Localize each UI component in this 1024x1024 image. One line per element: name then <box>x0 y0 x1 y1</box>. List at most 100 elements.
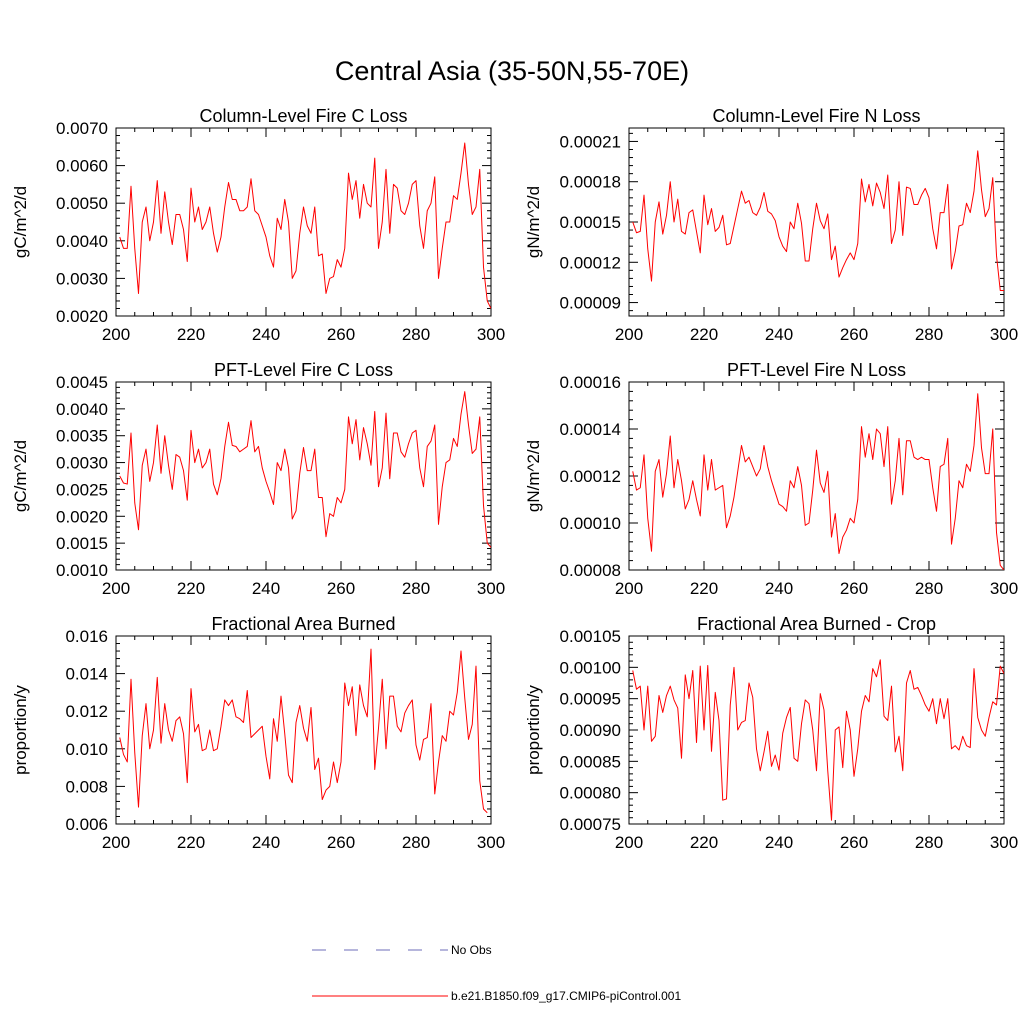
y-tick-label: 0.00009 <box>560 294 621 313</box>
x-tick-label: 280 <box>915 833 943 852</box>
x-tick-label: 260 <box>327 579 355 598</box>
x-tick-label: 240 <box>765 579 793 598</box>
y-tick-label: 0.00010 <box>560 514 621 533</box>
x-tick-label: 300 <box>990 325 1018 344</box>
y-tick-label: 0.00008 <box>560 561 621 580</box>
x-tick-label: 280 <box>915 325 943 344</box>
y-tick-label: 0.00012 <box>560 253 621 272</box>
series-line <box>119 391 491 548</box>
x-tick-label: 220 <box>690 579 718 598</box>
panel-title: Fractional Area Burned - Crop <box>697 614 936 634</box>
panel-4: PFT-Level Fire N Loss gN/m^2/d 200 220 240 26… <box>524 360 1018 598</box>
y-tick-label: 0.00105 <box>560 627 621 646</box>
x-tick-label: 220 <box>690 325 718 344</box>
x-tick-label: 220 <box>690 833 718 852</box>
y-tick-label: 0.0015 <box>56 534 108 553</box>
y-tick-label: 0.00015 <box>560 213 621 232</box>
legend: No Obs b.e21.B1850.f09_g17.CMIP6-piContr… <box>312 943 681 1003</box>
y-tick-label: 0.0010 <box>56 561 108 580</box>
y-tick-label: 0.0045 <box>56 373 108 392</box>
panel-6: Fractional Area Burned - Crop proportion/… <box>524 614 1018 852</box>
y-tick-label: 0.0070 <box>56 119 108 138</box>
y-tick-label: 0.0025 <box>56 480 108 499</box>
y-tick-label: 0.00085 <box>560 752 621 771</box>
y-tick-label: 0.010 <box>65 740 108 759</box>
panel-title: PFT-Level Fire N Loss <box>727 360 906 380</box>
plot-frame <box>628 127 1005 317</box>
x-tick-label: 280 <box>402 579 430 598</box>
panel-title: Fractional Area Burned <box>211 614 395 634</box>
plot-frame <box>115 635 492 825</box>
x-tick-label: 200 <box>102 325 130 344</box>
panel-5: Fractional Area Burned proportion/y 200 220… <box>11 614 505 852</box>
y-tick-label: 0.00012 <box>560 467 621 486</box>
y-tick-label: 0.0020 <box>56 507 108 526</box>
x-tick-label: 240 <box>252 325 280 344</box>
x-tick-label: 260 <box>327 325 355 344</box>
x-tick-label: 240 <box>252 833 280 852</box>
plot-frame <box>115 381 492 571</box>
y-axis-label: gC/m^2/d <box>11 186 30 258</box>
plot-frame <box>628 635 1005 825</box>
y-axis-label: gN/m^2/d <box>524 440 543 512</box>
y-axis-label: proportion/y <box>11 685 30 775</box>
y-tick-label: 0.00100 <box>560 658 621 677</box>
x-tick-label: 280 <box>402 325 430 344</box>
y-tick-label: 0.00090 <box>560 721 621 740</box>
series-line <box>632 659 1004 821</box>
y-tick-label: 0.0040 <box>56 232 108 251</box>
x-tick-label: 200 <box>102 833 130 852</box>
series-line <box>632 393 1004 570</box>
series-line <box>632 150 1004 291</box>
series-line <box>119 648 488 814</box>
x-tick-label: 300 <box>477 579 505 598</box>
y-tick-label: 0.0060 <box>56 157 108 176</box>
panel-3: PFT-Level Fire C Loss gC/m^2/d 200 220 240 26… <box>11 360 505 598</box>
panel-1: Column-Level Fire C Loss gC/m^2/d 200 220 24… <box>11 106 505 344</box>
x-tick-label: 240 <box>252 579 280 598</box>
panel-title: PFT-Level Fire C Loss <box>214 360 393 380</box>
y-axis-label: gN/m^2/d <box>524 186 543 258</box>
x-tick-label: 260 <box>840 579 868 598</box>
y-tick-label: 0.016 <box>65 627 108 646</box>
y-tick-label: 0.00016 <box>560 373 621 392</box>
x-tick-label: 260 <box>840 833 868 852</box>
x-tick-label: 280 <box>402 833 430 852</box>
x-tick-label: 240 <box>765 325 793 344</box>
x-tick-label: 220 <box>177 325 205 344</box>
y-tick-label: 0.0020 <box>56 307 108 326</box>
y-tick-label: 0.00095 <box>560 690 621 709</box>
y-tick-label: 0.00018 <box>560 173 621 192</box>
x-tick-label: 260 <box>327 833 355 852</box>
plot-frame <box>115 127 492 317</box>
y-tick-label: 0.0040 <box>56 400 108 419</box>
x-tick-label: 200 <box>615 325 643 344</box>
x-tick-label: 300 <box>477 833 505 852</box>
x-tick-label: 200 <box>615 833 643 852</box>
y-tick-label: 0.0030 <box>56 269 108 288</box>
x-tick-label: 200 <box>102 579 130 598</box>
y-tick-label: 0.006 <box>65 815 108 834</box>
x-tick-label: 220 <box>177 579 205 598</box>
y-tick-label: 0.008 <box>65 777 108 796</box>
x-tick-label: 200 <box>615 579 643 598</box>
y-tick-label: 0.00075 <box>560 815 621 834</box>
legend-label-no-obs: No Obs <box>451 943 492 957</box>
plot-frame <box>628 381 1005 571</box>
x-tick-label: 220 <box>177 833 205 852</box>
panels-grid: Column-Level Fire C Loss gC/m^2/d 200 220 24… <box>11 106 1018 852</box>
y-axis-label: proportion/y <box>524 685 543 775</box>
x-tick-label: 280 <box>915 579 943 598</box>
panel-2: Column-Level Fire N Loss gN/m^2/d 200 220 24… <box>524 106 1018 344</box>
x-tick-label: 300 <box>477 325 505 344</box>
x-tick-label: 240 <box>765 833 793 852</box>
y-tick-label: 0.00021 <box>560 132 621 151</box>
y-tick-label: 0.014 <box>65 665 108 684</box>
y-tick-label: 0.00014 <box>560 420 621 439</box>
y-tick-label: 0.0030 <box>56 454 108 473</box>
panel-title: Column-Level Fire N Loss <box>712 106 920 126</box>
y-axis-label: gC/m^2/d <box>11 440 30 512</box>
legend-label-model: b.e21.B1850.f09_g17.CMIP6-piControl.001 <box>451 989 681 1003</box>
x-tick-label: 260 <box>840 325 868 344</box>
